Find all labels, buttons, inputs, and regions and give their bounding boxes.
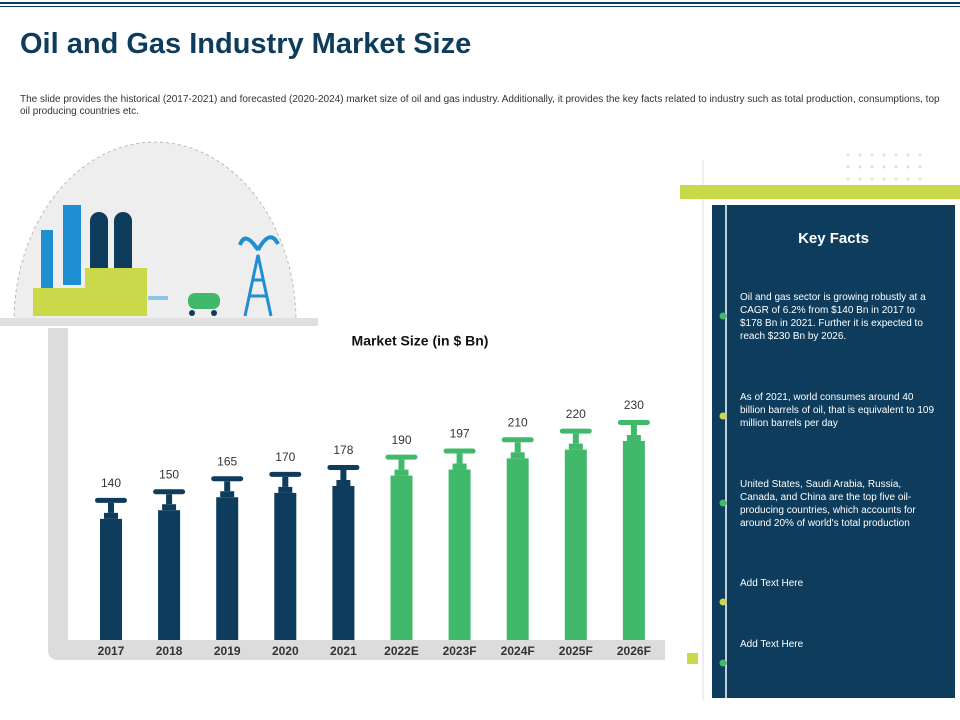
- bar-stem: [514, 442, 521, 453]
- key-facts-title: Key Facts: [798, 230, 869, 247]
- chart-title: Market Size (in $ Bn): [352, 333, 489, 349]
- x-tick-label: 2022E: [384, 644, 419, 658]
- x-tick-label: 2020: [272, 644, 299, 658]
- bar-step: [278, 486, 293, 493]
- bar-cap: [153, 489, 186, 495]
- bar: [216, 497, 239, 640]
- value-label: 230: [624, 398, 644, 412]
- x-tick-label: 2019: [214, 644, 241, 658]
- facts-panel: [712, 205, 955, 698]
- value-label: 165: [217, 454, 237, 468]
- value-label: 170: [275, 450, 295, 464]
- x-tick-label: 2024F: [501, 644, 535, 658]
- bar: [448, 469, 471, 640]
- bar-step: [104, 512, 118, 519]
- bar: [274, 492, 297, 640]
- x-tick-label: 2026F: [617, 644, 651, 658]
- accent-bar: [680, 185, 960, 199]
- bar-stem: [572, 433, 579, 444]
- fact: Add Text Here: [740, 639, 804, 650]
- x-tick-label: 2018: [156, 644, 183, 658]
- bar-stem: [282, 476, 289, 487]
- bar-stem: [456, 453, 463, 464]
- bar-step: [568, 443, 583, 450]
- fact: As of 2021, world consumes around 40 bil…: [740, 392, 935, 429]
- bar: [332, 485, 355, 640]
- slide-description: The slide provides the historical (2017-…: [20, 94, 940, 117]
- bar: [506, 458, 529, 640]
- top-rule: [0, 2, 960, 4]
- fact: United States, Saudi Arabia, Russia, Can…: [740, 479, 916, 529]
- value-label: 178: [333, 443, 353, 457]
- value-label: 190: [391, 433, 411, 447]
- value-label: 140: [101, 476, 121, 490]
- x-tick-label: 2023F: [443, 644, 477, 658]
- bar-stem: [398, 459, 405, 470]
- bar: [622, 441, 645, 640]
- bar-step: [452, 463, 467, 470]
- bar: [564, 449, 587, 640]
- bar-step: [336, 479, 351, 486]
- bar-step: [220, 491, 235, 498]
- bar-cap: [211, 476, 244, 482]
- x-tick-label: 2021: [330, 644, 357, 658]
- bar-stem: [224, 481, 231, 492]
- bar-stem: [630, 425, 637, 435]
- bar: [390, 475, 413, 640]
- bar-cap: [269, 471, 302, 477]
- fact: Oil and gas sector is growing robustly a…: [740, 292, 926, 342]
- value-label: 210: [508, 415, 528, 429]
- bar-cap: [501, 437, 534, 443]
- slide-title: Oil and Gas Industry Market Size: [20, 28, 472, 60]
- x-tick-label: 2017: [98, 644, 125, 658]
- value-label: 197: [450, 427, 470, 441]
- bar-cap: [95, 497, 127, 503]
- bar: [158, 510, 181, 640]
- fact-dot: [719, 412, 727, 420]
- bar-cap: [327, 464, 360, 470]
- bar-stem: [108, 502, 114, 513]
- bar-step: [162, 504, 177, 511]
- bar: [100, 518, 122, 640]
- x-tick-label: 2025F: [559, 644, 593, 658]
- bar-step: [510, 452, 525, 459]
- fact: Add Text Here: [740, 578, 804, 589]
- bar-cap: [559, 428, 592, 434]
- value-label: 220: [566, 407, 586, 421]
- illustration-bg: [13, 141, 297, 323]
- bar-cap: [617, 420, 650, 425]
- value-label: 150: [159, 467, 179, 481]
- fact-dot: [719, 499, 727, 507]
- bar-stem: [166, 494, 173, 505]
- bar-stem: [340, 469, 347, 480]
- bar-step: [394, 469, 409, 476]
- accent-square: [687, 653, 698, 664]
- refinery-icon: [33, 205, 280, 317]
- bar-step: [626, 435, 641, 441]
- fact-dot: [719, 659, 727, 667]
- top-rule: [0, 6, 960, 7]
- bar-cap: [443, 448, 476, 454]
- fact-dot: [719, 598, 727, 606]
- ground: [0, 318, 318, 326]
- fact-dot: [719, 312, 727, 320]
- dot-pattern: [846, 153, 922, 181]
- bar-cap: [385, 454, 418, 460]
